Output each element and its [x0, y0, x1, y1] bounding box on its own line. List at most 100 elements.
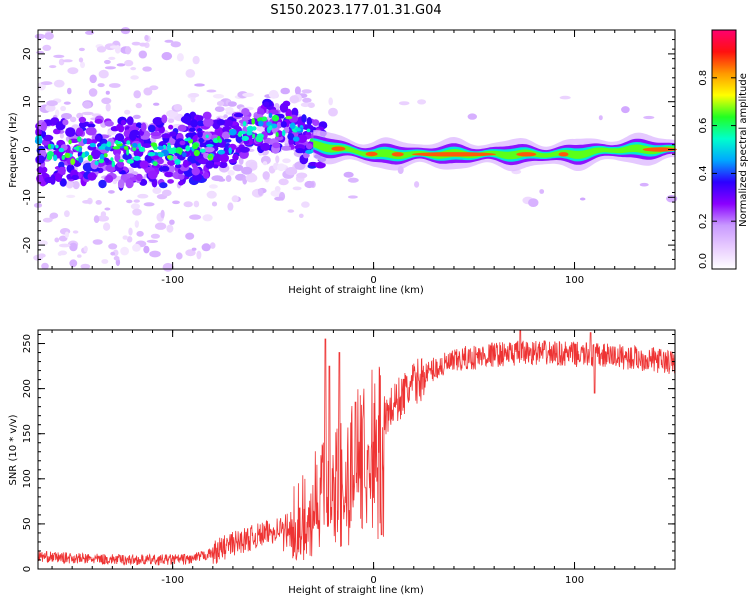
spectrogram-cell [149, 85, 159, 91]
spectrogram-hotspot [331, 146, 346, 151]
spectrogram-cell [68, 139, 72, 145]
spectrogram-cell [307, 102, 315, 108]
spectrogram-cell [193, 200, 200, 208]
spectrogram-cell [64, 231, 69, 238]
spectrogram-cell [53, 128, 61, 135]
spectrogram-cell [83, 245, 88, 253]
spectrogram-cell [62, 59, 73, 63]
spectrogram-cell [71, 174, 79, 181]
spectrogram-cell [223, 114, 228, 119]
spectrogram-cell [82, 101, 92, 109]
spectrogram-cell [306, 128, 311, 133]
spectrogram-cell [61, 113, 72, 120]
spectrogram-cell [44, 176, 55, 184]
spectrogram-cell [132, 142, 138, 148]
spectrogram-cell [64, 152, 71, 158]
spectrogram-cell [69, 242, 78, 252]
spectrogram-cell [268, 112, 273, 118]
spectrogram-cell [55, 173, 62, 183]
spectrogram-cell [126, 148, 130, 156]
spectrogram-cell [251, 118, 255, 125]
spectrogram-cell [53, 154, 58, 162]
spectrogram-cell [257, 188, 264, 196]
spectrogram-cell [196, 115, 204, 122]
spectrogram-cell [137, 193, 149, 199]
spectrogram-cell [206, 190, 217, 199]
spectrogram-cell [219, 153, 229, 163]
snr-ytick-label: 100 [22, 469, 33, 488]
spectrogram-cell [201, 243, 211, 252]
spectrogram-cell [164, 171, 174, 178]
spectrogram-cell [98, 179, 107, 189]
spectrogram-cell [206, 89, 217, 93]
spectrogram-cell [173, 104, 183, 111]
spectrogram-cell [292, 186, 302, 191]
spectrogram-cell [275, 132, 279, 137]
spectrogram-cell [93, 215, 100, 224]
spectrogram-cell [80, 61, 85, 69]
spectrogram-cell [241, 116, 251, 121]
spectrogram-cell [103, 153, 108, 158]
spectrogram-cell [306, 117, 312, 126]
spectrogram-cell [298, 213, 304, 218]
spectrogram-cell [197, 130, 203, 138]
spectrogram-cell [133, 90, 141, 99]
spectrogram-hotspot [516, 152, 537, 157]
spectrogram-cell [196, 250, 202, 260]
spectrogram-cell [125, 173, 135, 178]
spectrogram-cell [257, 108, 265, 116]
spectrogram-cell [285, 116, 293, 120]
spectrogram-cell [279, 102, 289, 113]
spectrogram-cell [58, 161, 65, 169]
spectrogram-cell [157, 152, 165, 158]
spectrogram-cell [58, 243, 71, 248]
spectrogram-cell [260, 142, 271, 151]
spectrogram-cell [287, 209, 295, 213]
spectrogram-cell [294, 86, 301, 95]
spectrogram-cell [162, 262, 174, 272]
spectrogram-cell [95, 200, 102, 205]
spectrogram-cell [38, 253, 46, 258]
spectrogram-cell [207, 155, 213, 159]
spectrogram-cell [126, 199, 133, 204]
spectrogram-cell [159, 182, 168, 189]
spectrogram-cell [49, 212, 59, 219]
spectrogram-xtick-label: 100 [565, 275, 584, 286]
spectrogram-ytick-label: 10 [22, 95, 33, 108]
spectrogram-cell [193, 149, 200, 157]
spectrogram-cell [58, 147, 65, 153]
spectrogram-cell [90, 139, 98, 145]
spectrogram-cell [301, 201, 310, 208]
spectrogram-cell [262, 161, 268, 166]
spectrogram-cell [189, 214, 202, 220]
spectrogram-cell [120, 27, 131, 35]
spectrogram-cell [263, 101, 270, 108]
spectrogram-cell [467, 113, 477, 120]
spectrogram-cell [281, 145, 292, 151]
spectrogram-cell [227, 101, 237, 107]
spectrogram-cell [34, 33, 46, 40]
spectrogram-cell [639, 182, 649, 187]
spectrogram-marks [33, 27, 678, 272]
spectrogram-cell [227, 202, 234, 211]
spectrogram-cell [69, 116, 77, 123]
spectrogram-cell [55, 144, 59, 149]
spectrogram-cell [203, 171, 210, 179]
spectrogram-cell [181, 152, 187, 158]
spectrogram-cell [140, 135, 150, 140]
spectrogram-cell [152, 161, 158, 167]
spectrogram-cell [237, 131, 242, 137]
spectrogram-xlabel: Height of straight line (km) [288, 285, 424, 296]
spectrogram-cell [110, 157, 114, 162]
spectrogram-cell [228, 159, 237, 164]
spectrogram-cell [296, 172, 308, 179]
spectrogram-cell [258, 120, 264, 127]
spectrogram-cell [132, 243, 141, 252]
spectrogram-cell [53, 79, 65, 88]
spectrogram-cell [274, 196, 284, 201]
spectrogram-cell [148, 124, 156, 133]
spectrogram-cell [66, 194, 76, 198]
spectrogram-cell [34, 137, 43, 145]
spectrogram-cell [65, 180, 74, 189]
